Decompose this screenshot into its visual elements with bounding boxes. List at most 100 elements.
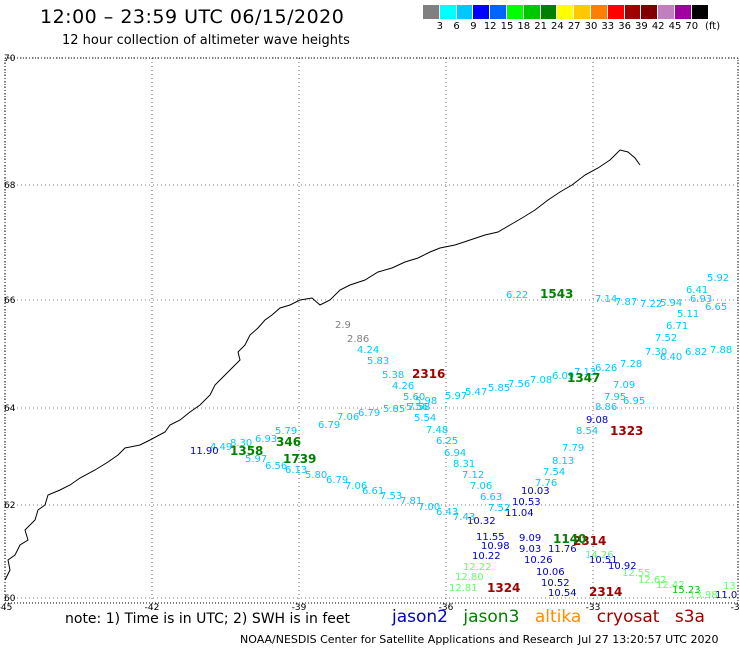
track-time-label: 1324 [487, 581, 520, 595]
wave-height-value: 5.83 [367, 356, 389, 367]
color-scale-labels: 3 6 9 12 15 18 21 24 27 30 33 36 39 42 45 70 (ft) [423, 21, 733, 35]
wave-height-value: 6.41 [686, 285, 708, 296]
wave-height-value: 6.13 [285, 465, 307, 476]
wave-height-value: 7.76 [535, 478, 557, 489]
wave-height-value: 7.58 [408, 402, 430, 413]
wave-height-value: 2.86 [347, 334, 369, 345]
wave-height-value: 7.00 [418, 502, 440, 513]
wave-height-value: 6.63 [480, 492, 502, 503]
wave-height-value: 6.22 [506, 290, 528, 301]
track-time-label: 1543 [540, 287, 573, 301]
wave-height-value: 6.40 [660, 352, 682, 363]
wave-height-value: 6.95 [623, 396, 645, 407]
wave-height-value: 7.87 [615, 297, 637, 308]
wave-height-value: 7.56 [508, 379, 530, 390]
lat-lon-grid: -45 -42 -39 -36 -33 -30 70 68 66 64 62 60 [0, 54, 740, 613]
wave-height-value: 12.80 [455, 572, 484, 583]
wave-height-value: 10.98 [481, 541, 510, 552]
wave-height-value: 6.79 [326, 475, 348, 486]
satellite-legend: jason2 jason3 altika cryosat s3a [392, 607, 715, 627]
legend-jason3: jason3 [463, 607, 520, 627]
wave-height-value: 7.13 [574, 367, 596, 378]
wave-height-value: 5.97 [445, 391, 467, 402]
color-swatch [674, 5, 692, 19]
wave-height-value: 5.54 [414, 413, 436, 424]
wave-height-value: 7.48 [426, 425, 448, 436]
color-swatch [557, 5, 575, 19]
lon-tick-label: -33 [586, 603, 601, 613]
footer-note: note: 1) Time is in UTC; 2) SWH is in fe… [65, 611, 351, 627]
track-time-label: 2314 [573, 534, 606, 548]
wave-height-value: 4.24 [357, 345, 379, 356]
wave-height-value: 7.53 [380, 491, 402, 502]
wave-height-value: 7.09 [613, 380, 635, 391]
color-scale-label: 12 [483, 21, 497, 32]
wave-height-value: 7.22 [640, 299, 662, 310]
wave-height-value: 5.85 [383, 404, 405, 415]
wave-height-value: 6.43 [436, 507, 458, 518]
color-scale-label: 9 [470, 21, 477, 32]
lat-tick-label: 60 [4, 594, 16, 604]
color-swatch [506, 5, 524, 19]
color-swatch [490, 5, 507, 19]
wave-height-value: 6.61 [362, 486, 384, 497]
lat-tick-label: 64 [4, 404, 16, 414]
wave-height-value: 10.32 [467, 516, 496, 527]
lon-tick-label: -30 [731, 603, 740, 613]
lat-tick-label: 70 [4, 54, 16, 64]
wave-height-value: 11.90 [190, 446, 219, 457]
wave-height-value: 10.51 [589, 555, 618, 566]
track-time-label: 1739 [283, 452, 316, 466]
color-scale-label: 42 [651, 21, 665, 32]
credit-text: NOAA/NESDIS Center for Satellite Applica… [240, 633, 574, 646]
wave-height-value: 13 [723, 581, 736, 592]
wave-height-value: 6.93 [255, 434, 277, 445]
wave-height-value: 6.26 [595, 363, 617, 374]
wave-height-value: 6.79 [318, 420, 340, 431]
track-time-label: 2316 [412, 367, 445, 381]
wave-height-value: 10.54 [548, 588, 577, 599]
wave-height-value: 7.79 [562, 443, 584, 454]
color-swatch [523, 5, 541, 19]
wave-height-value: 8.86 [595, 402, 617, 413]
color-swatch [423, 5, 440, 19]
wave-height-value: 6.56 [265, 461, 287, 472]
lat-tick-label: 68 [4, 181, 16, 191]
color-scale-label: 24 [551, 21, 564, 32]
wave-height-value: 6.94 [444, 448, 466, 459]
wave-height-value: 13.98 [689, 590, 718, 601]
track-time-label: 1323 [610, 424, 643, 438]
color-scale-label: 3 [436, 21, 443, 32]
color-scale-label: 70 [685, 21, 699, 32]
legend-jason2: jason2 [392, 607, 448, 627]
wave-height-value: 12.22 [463, 562, 492, 573]
color-scale-label: 45 [668, 21, 682, 32]
color-swatch [540, 5, 558, 19]
color-swatch [691, 5, 709, 19]
wave-height-value: 11.76 [548, 544, 577, 555]
track-time-label: 1347 [567, 371, 600, 385]
color-scale-label: 39 [635, 21, 648, 32]
color-swatch [574, 5, 591, 19]
color-swatch [624, 5, 642, 19]
wave-height-value: 10.03 [521, 486, 550, 497]
wave-height-value: 5.92 [707, 273, 729, 284]
wave-height-value: 7.12 [462, 470, 484, 481]
color-scale-label: 15 [500, 21, 514, 32]
wave-height-value: 7.30 [645, 347, 667, 358]
color-scale-label: 6 [453, 21, 460, 32]
wave-height-value: 7.52 [655, 333, 677, 344]
wave-height-value: 5.11 [677, 309, 699, 320]
color-scale-label: 27 [567, 21, 581, 32]
color-scale-label: 36 [618, 21, 631, 32]
map-frame [4, 57, 739, 604]
wave-height-value: 12.81 [449, 583, 478, 594]
wave-height-value: 7.14 [595, 294, 617, 305]
legend-cryosat: cryosat [596, 607, 660, 627]
color-swatch [473, 5, 491, 19]
wave-height-value: 12.55 [622, 568, 651, 579]
wave-height-value: 14.26 [585, 550, 614, 561]
color-swatch [607, 5, 625, 19]
wave-height-value: 4.49 [210, 442, 232, 453]
wave-height-value: 8.13 [552, 456, 574, 467]
